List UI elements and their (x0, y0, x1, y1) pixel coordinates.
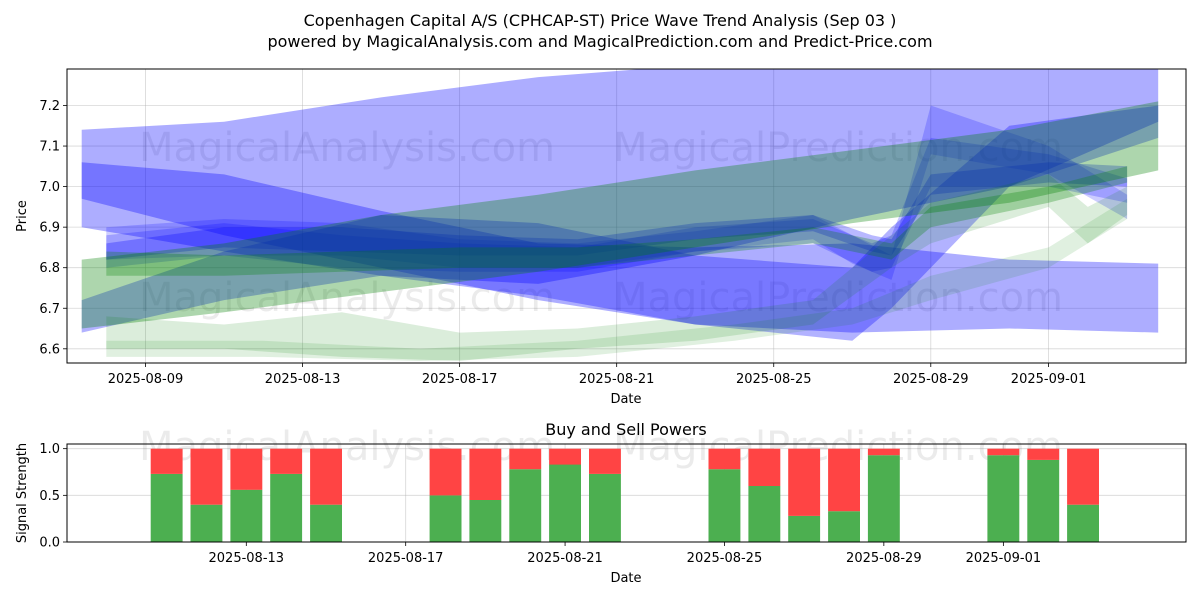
buy-power-bar (270, 473, 303, 542)
bottom-x-tick-label: 2025-08-29 (846, 551, 922, 566)
sell-power-bar (708, 448, 741, 470)
wave-band-5 (106, 137, 1128, 272)
top-y-tick-label: 6.9 (39, 221, 60, 236)
buy-sell-panel: Buy and Sell Powers MagicalAnalysis.com … (15, 420, 1187, 586)
wave-band-4 (106, 162, 1128, 260)
wave-band-3 (81, 105, 1159, 341)
sell-power-bar (230, 448, 263, 490)
buy-power-bar (788, 515, 821, 542)
price-wave-panel: MagicalAnalysis.com MagicalPrediction.co… (15, 68, 1187, 407)
top-watermarks: MagicalAnalysis.com MagicalPrediction.co… (139, 125, 1063, 321)
wave-band-8 (106, 166, 1128, 276)
bottom-y-ticks: 0.0 0.5 1.0 (39, 442, 67, 551)
watermark-analysis-top-2: MagicalAnalysis.com (139, 275, 555, 321)
wave-band-6 (106, 105, 1128, 280)
sell-power-bar (1027, 448, 1060, 460)
sell-power-bar (469, 448, 502, 500)
sell-power-bar (788, 448, 821, 516)
buy-power-bar (230, 489, 263, 542)
wave-band-10 (106, 198, 1128, 361)
bottom-x-tick-label: 2025-09-01 (966, 551, 1042, 566)
top-y-tick-label: 6.6 (39, 342, 60, 357)
top-y-tick-label: 6.8 (39, 261, 60, 276)
watermark-analysis-top-1: MagicalAnalysis.com (139, 125, 555, 171)
top-x-tick-label: 2025-08-13 (265, 372, 341, 387)
bottom-x-tick-label: 2025-08-17 (368, 551, 444, 566)
sell-power-bar (549, 448, 581, 465)
price-wave-bands (81, 69, 1159, 361)
top-y-tick-label: 7.1 (39, 140, 60, 155)
top-grid (67, 69, 1186, 363)
bottom-y-tick-label: 0.0 (39, 536, 60, 551)
sell-power-bar (748, 448, 781, 486)
buy-power-bar (150, 473, 183, 542)
top-y-tick-label: 7.0 (39, 180, 60, 195)
bottom-x-ticks: 2025-08-13 2025-08-17 2025-08-21 2025-08-25… (209, 542, 1042, 566)
buy-sell-bars (150, 448, 1099, 542)
top-y-ticks: 6.6 6.7 6.8 6.9 7.0 7.1 7.2 (39, 99, 67, 357)
bottom-plot-frame (66, 443, 1187, 543)
buy-sell-chart-title: Buy and Sell Powers (545, 420, 707, 439)
top-y-axis-label: Price (15, 200, 30, 232)
buy-power-bar (867, 455, 900, 542)
sell-power-bar (589, 448, 621, 474)
buy-power-bar (708, 469, 741, 542)
sell-power-bar (1067, 448, 1099, 505)
top-x-ticks: 2025-08-09 2025-08-13 2025-08-17 2025-08-21… (108, 363, 1087, 387)
buy-power-bar (1067, 504, 1099, 542)
top-x-tick-label: 2025-08-21 (579, 372, 655, 387)
buy-power-bar (310, 504, 342, 542)
top-x-tick-label: 2025-08-29 (893, 372, 969, 387)
buy-power-bar (987, 455, 1020, 542)
buy-power-bar (1027, 459, 1060, 542)
sell-power-bar (429, 448, 462, 496)
buy-power-bar (469, 500, 502, 542)
sell-power-bar (828, 448, 860, 512)
main-chart-title: Copenhagen Capital A/S (CPHCAP-ST) Price… (304, 11, 897, 30)
watermark-prediction-top-2: MagicalPrediction.com (613, 275, 1063, 321)
bottom-x-axis-label: Date (610, 571, 641, 586)
buy-power-bar (429, 495, 462, 542)
sell-power-bar (150, 448, 183, 474)
bottom-y-tick-label: 0.5 (39, 489, 60, 504)
main-chart-subtitle: powered by MagicalAnalysis.com and Magic… (267, 32, 932, 51)
top-x-tick-label: 2025-08-17 (422, 372, 498, 387)
top-plot-frame (66, 68, 1187, 364)
top-x-axis-label: Date (610, 392, 641, 407)
watermark-prediction-top-1: MagicalPrediction.com (613, 125, 1063, 171)
sell-power-bar (310, 448, 342, 505)
bottom-x-tick-label: 2025-08-21 (527, 551, 603, 566)
buy-power-bar (589, 473, 621, 542)
buy-power-bar (748, 486, 781, 542)
wave-band-2 (81, 162, 1159, 333)
bottom-y-axis-label: Signal Strength (15, 443, 30, 543)
bottom-y-tick-label: 1.0 (39, 442, 60, 457)
buy-power-bar (828, 511, 860, 542)
buy-power-bar (190, 504, 223, 542)
sell-power-bar (987, 448, 1020, 456)
wave-band-1 (81, 69, 1159, 284)
sell-power-bar (509, 448, 542, 470)
sell-power-bar (867, 448, 900, 456)
top-x-tick-label: 2025-08-25 (736, 372, 812, 387)
top-y-tick-label: 7.2 (39, 99, 60, 114)
sell-power-bar (270, 448, 303, 474)
wave-band-9 (106, 174, 1128, 361)
wave-band-7 (81, 101, 1159, 329)
top-x-tick-label: 2025-08-09 (108, 372, 184, 387)
top-y-tick-label: 6.7 (39, 302, 60, 317)
buy-power-bar (509, 469, 542, 542)
sell-power-bar (190, 448, 223, 505)
bottom-x-tick-label: 2025-08-25 (687, 551, 763, 566)
top-x-tick-label: 2025-09-01 (1011, 372, 1087, 387)
bottom-x-tick-label: 2025-08-13 (209, 551, 285, 566)
buy-power-bar (549, 464, 581, 542)
